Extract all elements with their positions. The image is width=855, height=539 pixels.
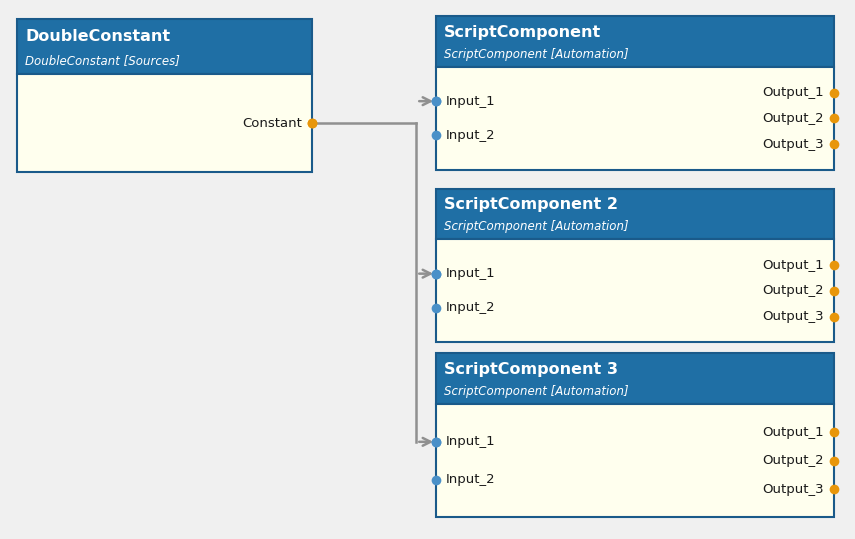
Text: ScriptComponent [Automation]: ScriptComponent [Automation] xyxy=(444,385,628,398)
Text: Output_3: Output_3 xyxy=(762,310,823,323)
Text: Output_3: Output_3 xyxy=(762,137,823,150)
Text: ScriptComponent [Automation]: ScriptComponent [Automation] xyxy=(444,47,628,61)
Text: Output_1: Output_1 xyxy=(762,86,823,99)
Text: Output_2: Output_2 xyxy=(762,454,823,467)
Bar xyxy=(436,16,834,67)
Text: ScriptComponent 3: ScriptComponent 3 xyxy=(444,362,618,377)
Text: DoubleConstant [Sources]: DoubleConstant [Sources] xyxy=(25,54,180,67)
Text: Output_2: Output_2 xyxy=(762,112,823,125)
Text: Input_1: Input_1 xyxy=(446,95,496,108)
Text: ScriptComponent: ScriptComponent xyxy=(444,25,601,40)
Text: Output_2: Output_2 xyxy=(762,284,823,298)
Bar xyxy=(17,19,312,74)
Bar xyxy=(17,74,312,172)
Text: Output_3: Output_3 xyxy=(762,482,823,495)
Text: Constant: Constant xyxy=(242,117,302,130)
Bar xyxy=(436,189,834,239)
Text: Input_2: Input_2 xyxy=(446,301,496,314)
Text: Output_1: Output_1 xyxy=(762,259,823,272)
Text: Input_1: Input_1 xyxy=(446,267,496,280)
Bar xyxy=(436,353,834,404)
Text: DoubleConstant: DoubleConstant xyxy=(25,29,170,44)
Text: ScriptComponent 2: ScriptComponent 2 xyxy=(444,197,618,212)
Text: Input_1: Input_1 xyxy=(446,436,496,448)
Text: ScriptComponent [Automation]: ScriptComponent [Automation] xyxy=(444,220,628,233)
Text: Output_1: Output_1 xyxy=(762,426,823,439)
Bar xyxy=(436,239,834,342)
Bar xyxy=(436,67,834,170)
Text: Input_2: Input_2 xyxy=(446,473,496,486)
Bar xyxy=(436,404,834,517)
Text: Input_2: Input_2 xyxy=(446,129,496,142)
